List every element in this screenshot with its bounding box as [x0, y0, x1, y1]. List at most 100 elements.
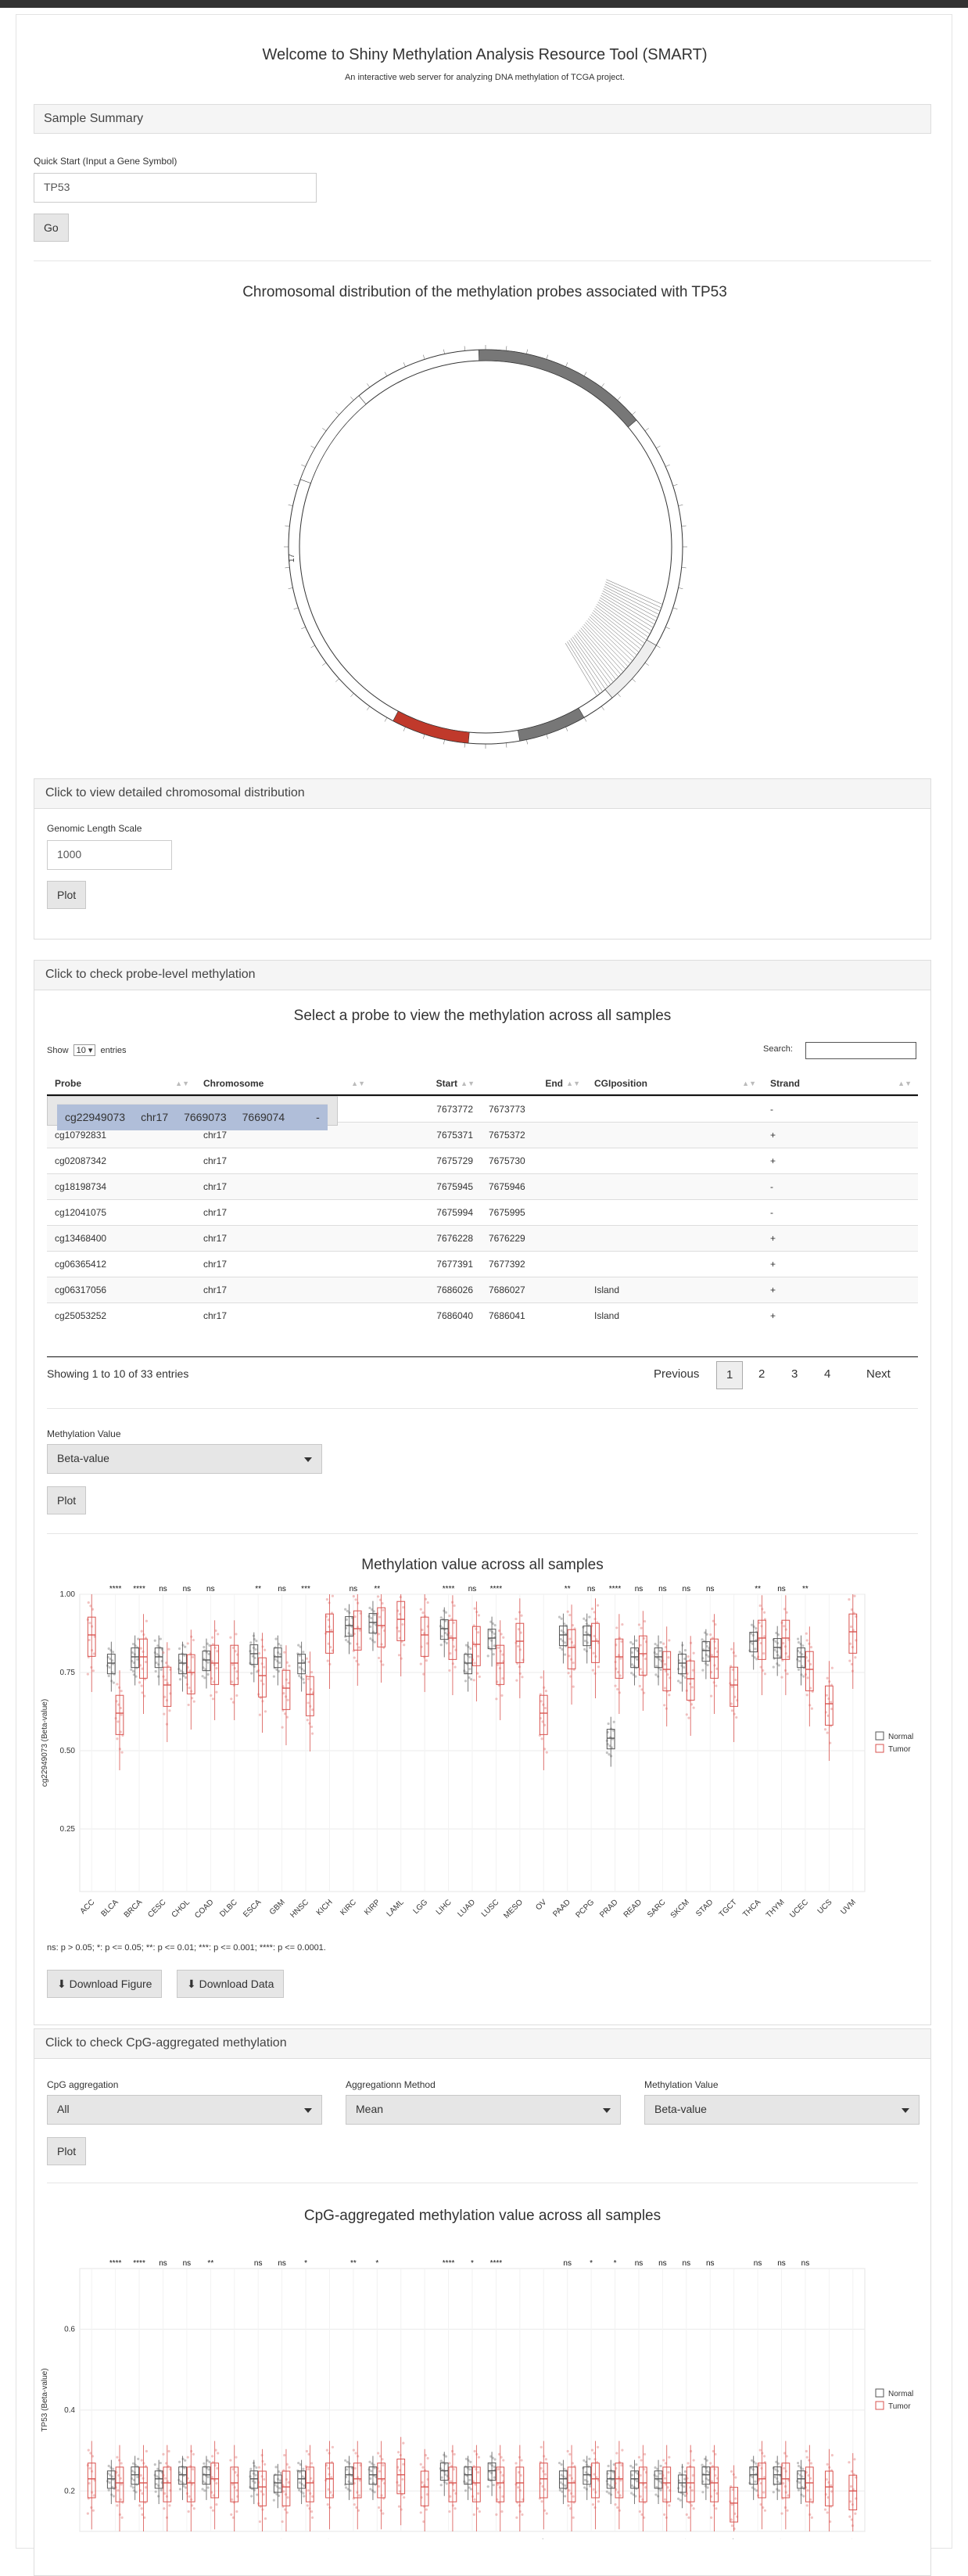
normal-point: [776, 2488, 779, 2491]
tumor-point: [501, 2495, 504, 2498]
normal-point: [585, 1650, 588, 1653]
normal-point: [563, 2495, 567, 2498]
normal-point: [776, 2480, 780, 2483]
chrom-plot-button[interactable]: Plot: [47, 881, 87, 909]
normal-point: [585, 2463, 588, 2466]
tumor-point: [709, 2462, 712, 2465]
tumor-point: [400, 1657, 403, 1660]
chrom-panel-header[interactable]: Click to view detailed chromosomal distr…: [34, 779, 930, 809]
tumor-point: [830, 1666, 834, 1669]
normal-point: [368, 1606, 371, 1610]
tumor-point: [452, 2468, 455, 2471]
search-input[interactable]: [805, 1042, 916, 1059]
tumor-point: [310, 2516, 314, 2519]
page-3[interactable]: 3: [791, 1367, 798, 1381]
tumor-point: [731, 2488, 734, 2492]
page-2[interactable]: 2: [758, 1367, 765, 1381]
sample-summary-toggle[interactable]: Sample Summary: [34, 104, 931, 134]
normal-box: [487, 2462, 497, 2481]
entries-select[interactable]: 10 ▾: [73, 1044, 96, 1056]
meth-value-select[interactable]: Beta-value: [47, 1444, 322, 1474]
tumor-point: [379, 2509, 382, 2512]
scale-input[interactable]: 1000: [47, 840, 172, 870]
normal-point: [203, 2465, 206, 2468]
probe-plot-button[interactable]: Plot: [47, 1486, 87, 1514]
table-row[interactable]: cg18198734 chr17 7675945 7675946-: [47, 1173, 918, 1200]
normal-box: [654, 2470, 663, 2489]
tumor-point: [231, 2498, 234, 2501]
tumor-point: [502, 1636, 505, 1639]
tumor-point: [733, 2512, 737, 2515]
normal-point: [659, 2464, 662, 2468]
tumor-point: [210, 2476, 214, 2479]
tumor-point: [328, 2506, 332, 2510]
page-1[interactable]: 1: [716, 1361, 744, 1389]
normal-point: [156, 2475, 159, 2478]
table-row[interactable]: cg25053252 chr17 7686040 7686041 Island +: [47, 1302, 918, 1329]
cpg-plot-button[interactable]: Plot: [47, 2137, 87, 2165]
page-previous[interactable]: Previous: [654, 1367, 700, 1381]
tumor-point: [327, 1642, 330, 1645]
tumor-point: [234, 2470, 237, 2474]
page-next[interactable]: Next: [866, 1367, 891, 1381]
tumor-point: [163, 1695, 167, 1698]
circos-tick: [367, 706, 371, 710]
cell-cgi: [586, 1148, 762, 1174]
normal-point: [344, 1638, 348, 1642]
tumor-point: [260, 2475, 264, 2478]
tumor-point: [617, 2476, 621, 2479]
tumor-point: [357, 1626, 360, 1629]
normal-point: [131, 2486, 135, 2489]
probe-link: [602, 591, 656, 621]
tumor-point: [687, 1716, 690, 1719]
tumor-point: [210, 2506, 213, 2510]
normal-point: [703, 1631, 707, 1634]
agg-select[interactable]: All: [47, 2095, 322, 2125]
tumor-point: [664, 1646, 668, 1649]
tumor-point: [262, 1683, 265, 1686]
col-probe[interactable]: Probe ▲▼: [47, 1072, 195, 1096]
go-button[interactable]: Go: [34, 214, 69, 242]
table-row[interactable]: cg06317056 chr17 7686026 7686027 Island +: [47, 1277, 918, 1303]
table-row[interactable]: cg10792831 chr17 7675371 7675372 +: [47, 1122, 918, 1148]
col-start[interactable]: Start ▲▼: [371, 1072, 481, 1096]
download-figure-button[interactable]: ⬇ Download Figure: [47, 1970, 163, 1998]
probe-panel-header[interactable]: Click to check probe-level methylation: [34, 961, 930, 990]
col-end[interactable]: End ▲▼: [481, 1072, 586, 1096]
cpg-meth-select[interactable]: Beta-value: [644, 2095, 920, 2125]
table-row[interactable]: cg13468400 chr17 7676228 7676229 +: [47, 1225, 918, 1252]
tumor-point: [215, 2502, 218, 2506]
tumor-point: [805, 1694, 808, 1697]
tumor-point: [495, 2513, 498, 2517]
col-chromosome[interactable]: Chromosome ▲▼: [195, 1072, 371, 1096]
normal-point: [801, 2467, 805, 2470]
method-select[interactable]: Mean: [346, 2095, 621, 2125]
col-strand[interactable]: Strand ▲▼: [762, 1072, 918, 1096]
tumor-point: [452, 2489, 455, 2492]
normal-point: [559, 2481, 562, 2484]
normal-point: [797, 1668, 801, 1671]
table-row[interactable]: cg06365412 chr17 7677391 7677392 +: [47, 1251, 918, 1277]
download-data-button[interactable]: ⬇ Download Data: [177, 1970, 285, 1998]
normal-point: [612, 1720, 615, 1723]
x-tick-label: PAAD: [551, 1898, 572, 1919]
gene-symbol-input[interactable]: TP53: [34, 173, 317, 203]
tumor-point: [397, 2451, 400, 2454]
tumor-point: [355, 1659, 358, 1663]
table-row[interactable]: cg22949073 chr17 7669073 7669074-: [47, 1096, 338, 1130]
tumor-point: [641, 1671, 644, 1674]
cpg-panel-header[interactable]: Click to check CpG-aggregated methylatio…: [34, 2029, 930, 2059]
tumor-point: [807, 2474, 810, 2477]
tumor-point: [497, 2452, 501, 2456]
normal-box: [606, 1729, 615, 1750]
tumor-point: [826, 2511, 829, 2514]
table-row[interactable]: cg02087342 chr17 7675729 7675730 +: [47, 1148, 918, 1174]
table-row[interactable]: cg12041075 chr17 7675994 7675995-: [47, 1199, 918, 1226]
tumor-point: [448, 2510, 451, 2513]
tumor-point: [214, 1629, 217, 1633]
page-4[interactable]: 4: [824, 1367, 831, 1381]
normal-point: [132, 2478, 135, 2481]
col-cgiposition[interactable]: CGIposition ▲▼: [586, 1072, 762, 1096]
tumor-point: [91, 1669, 95, 1672]
tumor-point: [116, 2504, 119, 2507]
